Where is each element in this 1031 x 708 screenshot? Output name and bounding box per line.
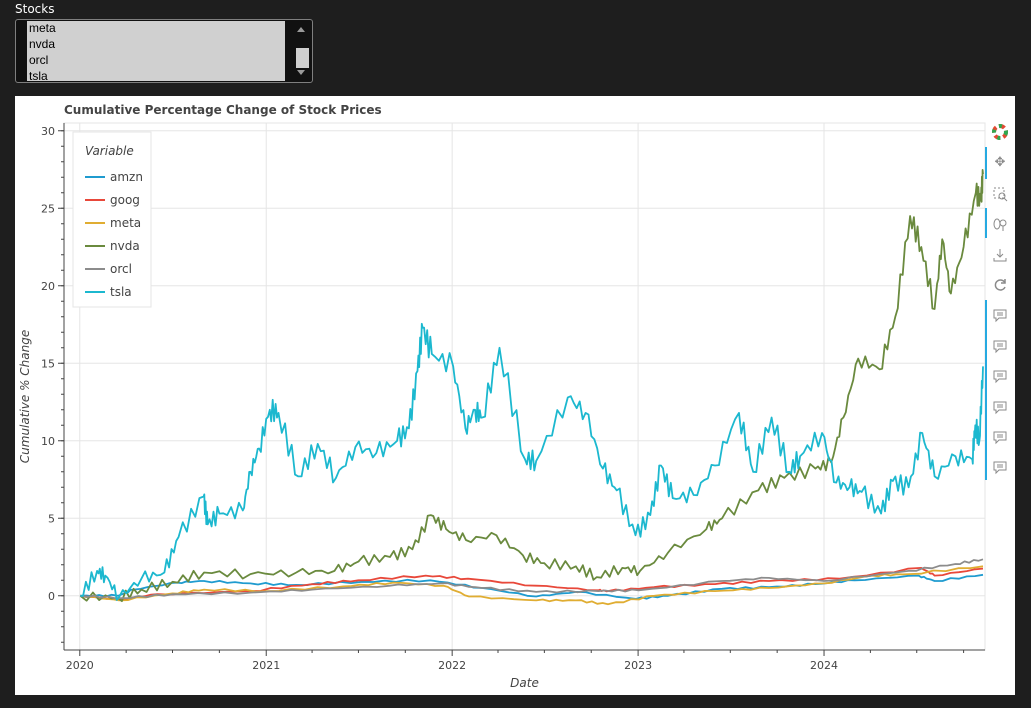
stocks-option-list[interactable]: meta nvda orcl tsla (27, 21, 299, 81)
y-tick-label: 25 (41, 202, 55, 215)
y-tick-label: 5 (48, 512, 55, 525)
y-tick-label: 10 (41, 435, 55, 448)
scroll-thumb[interactable] (296, 48, 309, 68)
save-icon[interactable] (992, 247, 1008, 263)
active-tool-indicator (985, 300, 987, 480)
pan-icon[interactable]: ✥ (994, 155, 1006, 170)
line-chart[interactable]: 0 5 10 15 20 25 30 2020 2021 2022 2023 2024 Date Cumu… (15, 96, 986, 695)
hover-icon[interactable] (992, 399, 1008, 415)
legend-label-goog: goog (110, 193, 140, 207)
reset-icon[interactable] (992, 277, 1008, 293)
plot-panel[interactable]: Cumulative Percentage Change of Stock Pr… (15, 96, 1015, 695)
legend-label-nvda: nvda (110, 239, 140, 253)
hover-icon[interactable] (992, 429, 1008, 445)
stocks-option[interactable]: meta (29, 21, 56, 35)
stocks-option[interactable]: tsla (29, 69, 48, 81)
chart-title: Cumulative Percentage Change of Stock Pr… (64, 103, 382, 117)
y-tick-label: 15 (41, 357, 55, 370)
stocks-option[interactable]: orcl (29, 53, 49, 67)
plot-area (63, 122, 986, 651)
y-tick-label: 20 (41, 280, 55, 293)
bokeh-logo-icon[interactable] (992, 124, 1008, 140)
legend-label-meta: meta (110, 216, 141, 230)
x-tick-label: 2024 (810, 659, 838, 672)
wheel-zoom-icon[interactable] (992, 216, 1008, 232)
series-line-orcl (80, 558, 984, 600)
stocks-label: Stocks (15, 2, 55, 16)
multiselect-scrollbar[interactable] (285, 21, 311, 81)
stocks-multiselect[interactable]: meta nvda orcl tsla (15, 19, 313, 83)
legend-label-tsla: tsla (110, 285, 132, 299)
y-tick-label: 0 (48, 590, 55, 603)
x-tick-label: 2020 (66, 659, 94, 672)
legend-label-amzn: amzn (110, 170, 143, 184)
y-tick-label: 30 (41, 125, 55, 138)
hover-icon[interactable] (992, 459, 1008, 475)
legend-title: Variable (85, 144, 134, 158)
series-line-tsla (80, 322, 984, 601)
plot-toolbar: ✥ (985, 120, 1015, 490)
active-tool-indicator (985, 147, 987, 179)
stocks-option[interactable]: nvda (29, 37, 56, 51)
x-tick-label: 2022 (438, 659, 466, 672)
hover-icon[interactable] (992, 307, 1008, 323)
box-zoom-icon[interactable] (992, 186, 1008, 202)
scroll-up-arrow-icon[interactable] (297, 27, 305, 32)
series-line-meta (80, 565, 984, 606)
hover-icon[interactable] (992, 368, 1008, 384)
scroll-down-arrow-icon[interactable] (297, 70, 305, 75)
x-axis-label: Date (510, 676, 539, 690)
y-axis-label: Cumulative % Change (18, 330, 32, 463)
hover-icon[interactable] (992, 338, 1008, 354)
active-tool-indicator (985, 208, 987, 238)
series-line-amzn (80, 573, 984, 600)
x-tick-label: 2021 (252, 659, 280, 672)
legend-label-orcl: orcl (110, 262, 132, 276)
legend-box (72, 131, 152, 308)
series-line-nvda (79, 169, 984, 603)
x-tick-label: 2023 (624, 659, 652, 672)
